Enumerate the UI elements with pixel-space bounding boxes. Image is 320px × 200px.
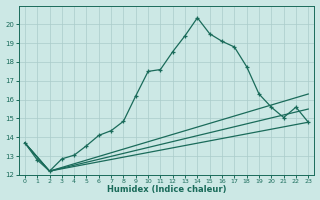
X-axis label: Humidex (Indice chaleur): Humidex (Indice chaleur) <box>107 185 226 194</box>
